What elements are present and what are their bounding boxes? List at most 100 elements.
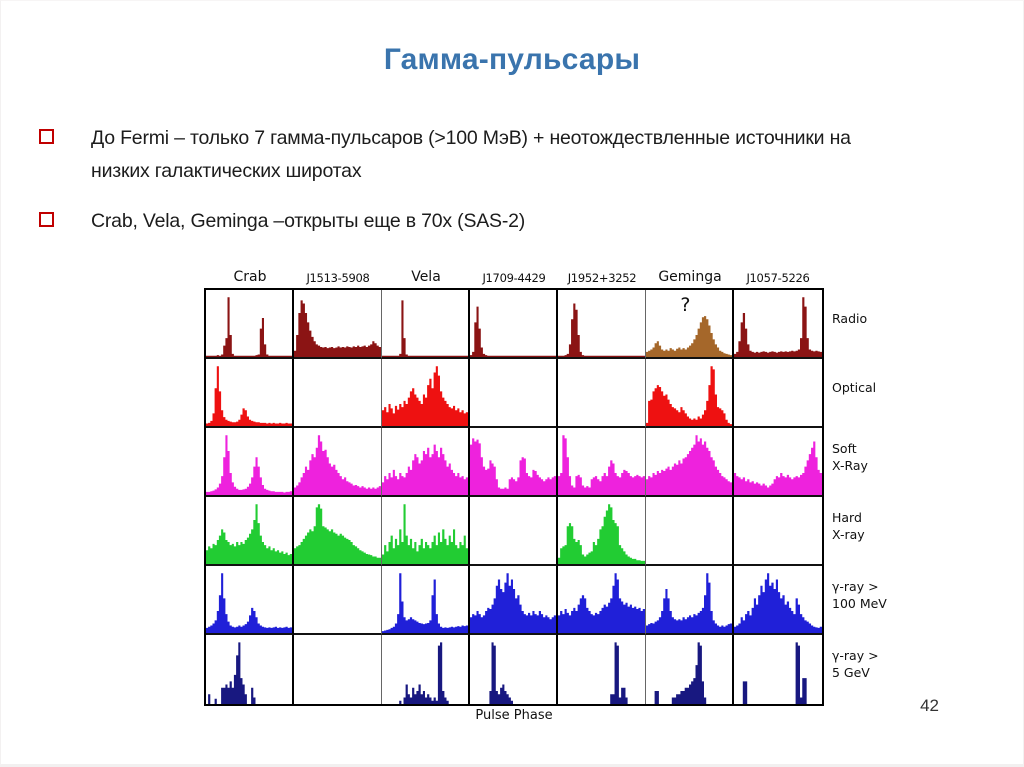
page-number: 42 xyxy=(920,696,939,715)
pulse-profile xyxy=(646,366,732,426)
profile-cell-j1709-4429-ray-100-mev xyxy=(470,566,558,635)
bullet-text: До Fermi – только 7 гамма-пульсаров (>10… xyxy=(91,127,851,182)
profile-cell-j1057-5226-ray-100-mev xyxy=(734,566,822,635)
column-header-vela: Vela xyxy=(411,269,441,285)
profile-cell-j1057-5226-hard-x-ray xyxy=(734,497,822,566)
square-bullet-icon xyxy=(39,129,54,144)
pulse-profile xyxy=(382,444,468,495)
row-label-hard-x-ray: Hard X-ray xyxy=(832,510,865,542)
profile-cell-crab-ray-100-mev xyxy=(206,566,294,635)
pulse-profile xyxy=(206,642,292,704)
profile-cell-j1513-5908-ray-100-mev xyxy=(294,566,382,635)
bullet-text: Crab, Vela, Geminga –открыты еще в 70х (… xyxy=(91,210,526,233)
profile-cell-j1513-5908-ray-5-gev xyxy=(294,635,382,704)
row-label-ray-5-gev: γ-ray >5 GeV xyxy=(832,648,879,680)
column-header-geminga: Geminga xyxy=(658,269,722,285)
question-mark-annotation: ? xyxy=(680,294,691,317)
column-header-j1709-4429: J1709-4429 xyxy=(482,271,546,285)
profile-cell-geminga-ray-5-gev xyxy=(646,635,734,704)
pulse-profile xyxy=(646,642,732,704)
pulse-profile xyxy=(558,642,645,704)
profile-cell-vela-radio xyxy=(382,290,470,359)
profile-cell-geminga-radio: ? xyxy=(646,290,734,359)
pulse-profile xyxy=(646,573,732,633)
row-label-optical: Optical xyxy=(832,380,877,396)
pulse-profile xyxy=(206,504,292,564)
row-labels: Radio Optical Soft X-Ray Hard X-ray γ-ray >100… xyxy=(832,285,902,699)
profile-cell-j1952-3252-soft-x-ray xyxy=(558,428,646,497)
pulse-profile xyxy=(294,435,381,495)
profile-cell-crab-ray-5-gev xyxy=(206,635,294,704)
pulse-profile xyxy=(206,297,292,357)
profile-cell-geminga-optical xyxy=(646,359,734,428)
slide-title: Гамма-пульсары xyxy=(383,43,641,77)
profile-cell-j1057-5226-ray-5-gev xyxy=(734,635,822,704)
bullet-item: До Fermi – только 7 гамма-пульсаров (>10… xyxy=(39,122,879,187)
pulse-profile xyxy=(734,297,822,357)
row-label-ray-100-mev: γ-ray >100 MeV xyxy=(832,579,887,611)
pulse-profile xyxy=(646,316,732,357)
profile-cell-j1952-3252-ray-100-mev xyxy=(558,566,646,635)
pulse-profile xyxy=(470,438,556,495)
pulse-profile xyxy=(206,573,292,633)
pulse-profile xyxy=(206,435,292,495)
square-bullet-icon xyxy=(39,212,54,228)
profile-cell-j1709-4429-hard-x-ray xyxy=(470,497,558,566)
profile-cell-crab-radio xyxy=(206,290,294,359)
profile-cell-j1709-4429-soft-x-ray xyxy=(470,428,558,497)
profile-cell-j1952-3252-ray-5-gev xyxy=(558,635,646,704)
column-header-j1513-5908: J1513-5908 xyxy=(306,271,370,285)
profile-grid: ? xyxy=(204,288,824,706)
pulse-profile xyxy=(382,366,468,426)
profile-cell-vela-ray-100-mev xyxy=(382,566,470,635)
profile-cell-j1952-3252-hard-x-ray xyxy=(558,497,646,566)
profile-cell-j1513-5908-hard-x-ray xyxy=(294,497,382,566)
profile-cell-geminga-soft-x-ray xyxy=(646,428,734,497)
pulse-profile xyxy=(294,504,381,564)
column-header-j1057-5226: J1057-5226 xyxy=(746,271,810,285)
bullet-item: Crab, Vela, Geminga –открыты еще в 70х (… xyxy=(39,205,879,238)
profile-cell-crab-optical xyxy=(206,359,294,428)
column-header-crab: Crab xyxy=(233,269,267,285)
pulse-profile xyxy=(382,642,468,704)
pulse-profile xyxy=(558,573,645,633)
profile-cell-crab-hard-x-ray xyxy=(206,497,294,566)
bullet-list: До Fermi – только 7 гамма-пульсаров (>10… xyxy=(39,122,879,256)
profile-cell-j1513-5908-soft-x-ray xyxy=(294,428,382,497)
pulse-profile xyxy=(294,300,381,357)
row-label-radio: Radio xyxy=(832,311,868,327)
pulse-profile xyxy=(470,642,556,704)
profile-cell-j1513-5908-optical xyxy=(294,359,382,428)
pulse-profile xyxy=(206,366,292,426)
profile-cell-crab-soft-x-ray xyxy=(206,428,294,497)
column-headers: Crab J1513-5908 Vela J1709-4429 J1952+3252 Ge… xyxy=(206,261,824,288)
profile-cell-geminga-ray-100-mev xyxy=(646,566,734,635)
profile-cell-j1709-4429-radio xyxy=(470,290,558,359)
pulse-profile xyxy=(470,573,556,633)
pulse-profile xyxy=(382,573,468,633)
pulse-profile xyxy=(470,306,556,357)
pulse-profile xyxy=(734,441,822,495)
profile-cell-j1952-3252-optical xyxy=(558,359,646,428)
profile-cell-geminga-hard-x-ray xyxy=(646,497,734,566)
pulse-profile xyxy=(382,504,468,564)
pulse-profile xyxy=(558,435,645,495)
profile-cell-j1057-5226-soft-x-ray xyxy=(734,428,822,497)
row-label-soft-x-ray: Soft X-Ray xyxy=(832,441,868,473)
pulse-profile xyxy=(734,573,822,633)
profile-cell-j1709-4429-ray-5-gev xyxy=(470,635,558,704)
profile-cell-vela-optical xyxy=(382,359,470,428)
profile-cell-vela-hard-x-ray xyxy=(382,497,470,566)
pulse-profile-figure: Crab J1513-5908 Vela J1709-4429 J1952+3252 Ge… xyxy=(204,261,887,723)
profile-cell-j1513-5908-radio xyxy=(294,290,382,359)
profile-cell-j1057-5226-radio xyxy=(734,290,822,359)
profile-cell-j1952-3252-radio xyxy=(558,290,646,359)
pulse-profile xyxy=(382,300,468,357)
column-header-j1952-3252: J1952+3252 xyxy=(567,271,637,285)
pulse-profile xyxy=(734,642,822,704)
profile-cell-j1057-5226-optical xyxy=(734,359,822,428)
profile-cell-j1709-4429-optical xyxy=(470,359,558,428)
pulse-profile xyxy=(558,303,645,357)
profile-cell-vela-soft-x-ray xyxy=(382,428,470,497)
